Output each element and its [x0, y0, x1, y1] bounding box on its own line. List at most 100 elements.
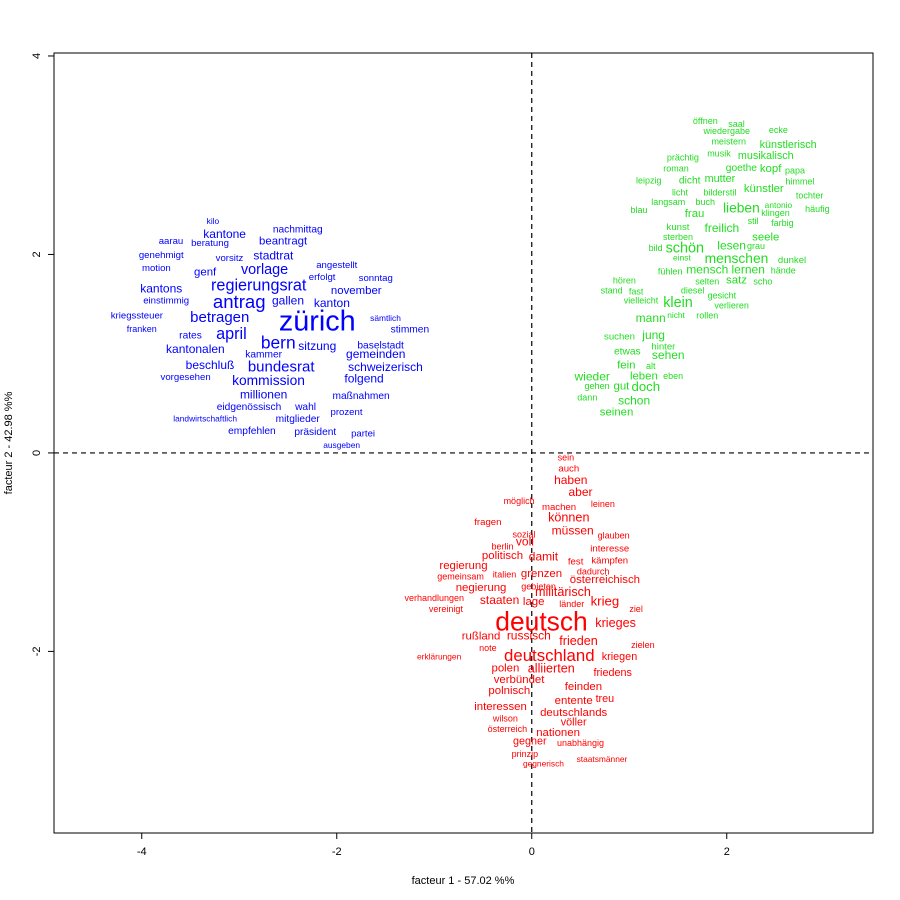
- word-label: entente: [555, 695, 593, 707]
- word-label: klingen: [761, 208, 790, 218]
- word-label: mann: [636, 311, 666, 325]
- word-points: kilo nachmittag kantone aarau beratung beantr…: [111, 116, 830, 769]
- word-label: farbig: [771, 218, 794, 228]
- word-label: kopf: [760, 163, 782, 175]
- word-label: schweizerisch: [348, 360, 423, 374]
- word-label: friedens: [593, 667, 632, 679]
- word-label: roman: [663, 163, 689, 173]
- word-label: april: [216, 325, 247, 343]
- word-label: erklärungen: [417, 652, 462, 662]
- word-label: ecke: [769, 125, 788, 135]
- word-label: gebieten: [521, 581, 556, 591]
- word-label: rates: [179, 331, 202, 342]
- word-label: musik: [707, 149, 731, 159]
- word-label: lernen: [732, 263, 765, 277]
- word-label: vorgesehen: [161, 372, 211, 383]
- word-label: dadurch: [577, 566, 610, 576]
- word-label: bilderstil: [703, 187, 736, 197]
- word-label: kilo: [207, 216, 220, 226]
- word-label: beschluß: [186, 358, 235, 372]
- word-label: lesen: [717, 239, 746, 253]
- word-label: österreich: [488, 724, 528, 734]
- word-label: zielen: [631, 640, 655, 650]
- word-label: goethe: [726, 163, 757, 174]
- word-label: dann: [577, 393, 597, 403]
- word-label: schön: [666, 240, 704, 256]
- word-label: hinter: [651, 341, 676, 352]
- x-tick-label: 2: [724, 846, 730, 858]
- word-label: präsident: [294, 427, 336, 438]
- word-label: empfehlen: [228, 426, 276, 437]
- word-label: interesse: [590, 544, 629, 555]
- word-label: fühlen: [658, 267, 683, 277]
- word-label: dunkel: [778, 255, 806, 266]
- word-label: künstlerisch: [760, 139, 817, 151]
- word-label: genf: [194, 266, 217, 278]
- word-label: können: [548, 511, 589, 525]
- word-label: interessen: [474, 701, 527, 713]
- y-tick-label: 2: [31, 251, 43, 257]
- word-label: verbündet: [494, 674, 545, 686]
- word-label: antrag: [213, 291, 266, 312]
- word-label: leipzig: [636, 175, 662, 185]
- word-label: baselstadt: [357, 340, 404, 351]
- word-label: mitglieder: [276, 414, 321, 425]
- word-label: vorsitz: [216, 253, 244, 264]
- word-label: rußland: [462, 631, 501, 643]
- word-label: hände: [771, 266, 796, 276]
- word-label: schon: [618, 393, 650, 407]
- word-label: kantone: [203, 227, 246, 241]
- word-label: doch: [632, 379, 661, 394]
- word-label: stadtrat: [253, 249, 294, 263]
- word-label: note: [479, 643, 497, 653]
- word-label: langsam: [651, 197, 685, 207]
- word-label: etwas: [614, 346, 641, 357]
- word-label: papa: [785, 165, 805, 175]
- word-label: scho: [753, 277, 772, 287]
- word-label: sozial: [512, 530, 535, 540]
- word-label: vereinigt: [429, 604, 464, 614]
- word-label: sitzung: [298, 339, 336, 353]
- word-label: gut: [614, 380, 631, 392]
- word-label: sämtlich: [370, 313, 401, 323]
- word-label: seele: [752, 232, 779, 244]
- word-label: regierungsrat: [211, 276, 307, 294]
- series-blue: kilo nachmittag kantone aarau beratung beantr…: [111, 216, 429, 450]
- word-label: beantragt: [259, 236, 308, 248]
- word-label: polen: [491, 662, 519, 674]
- word-label: meistern: [711, 137, 746, 147]
- word-label: stimmen: [391, 325, 430, 336]
- word-label: verhandlungen: [404, 593, 464, 603]
- word-label: alt: [646, 361, 656, 371]
- word-label: sehen: [652, 348, 685, 362]
- word-label: kantons: [140, 281, 182, 295]
- word-label: franken: [127, 324, 157, 334]
- word-label: möglich: [504, 496, 535, 506]
- word-label: grau: [747, 241, 765, 251]
- word-label: prächtig: [667, 153, 699, 163]
- word-label: frau: [685, 208, 705, 220]
- word-label: folgend: [344, 372, 383, 386]
- x-axis-label: facteur 1 - 57.02 %%: [412, 875, 515, 887]
- word-label: stil: [748, 216, 759, 226]
- y-tick-label: 0: [31, 450, 43, 456]
- word-label: haben: [554, 473, 587, 487]
- word-label: deutschlands: [540, 707, 607, 719]
- word-label: satz: [726, 274, 747, 286]
- word-label: betragen: [190, 309, 249, 326]
- word-label: glauben: [598, 531, 630, 541]
- word-label: italien: [493, 569, 517, 579]
- word-label: einst: [673, 253, 691, 263]
- word-label: sterben: [663, 232, 693, 242]
- word-label: unabhängig: [557, 738, 604, 748]
- word-label: buch: [696, 197, 716, 207]
- word-label: jung: [641, 328, 665, 342]
- word-label: himmel: [785, 176, 814, 186]
- word-label: machen: [542, 502, 576, 513]
- word-label: politisch: [482, 550, 523, 562]
- word-label: kriegen: [602, 651, 637, 663]
- word-label: gesicht: [708, 291, 737, 301]
- word-label: gemeinsam: [437, 571, 484, 581]
- word-label: ziel: [629, 604, 643, 614]
